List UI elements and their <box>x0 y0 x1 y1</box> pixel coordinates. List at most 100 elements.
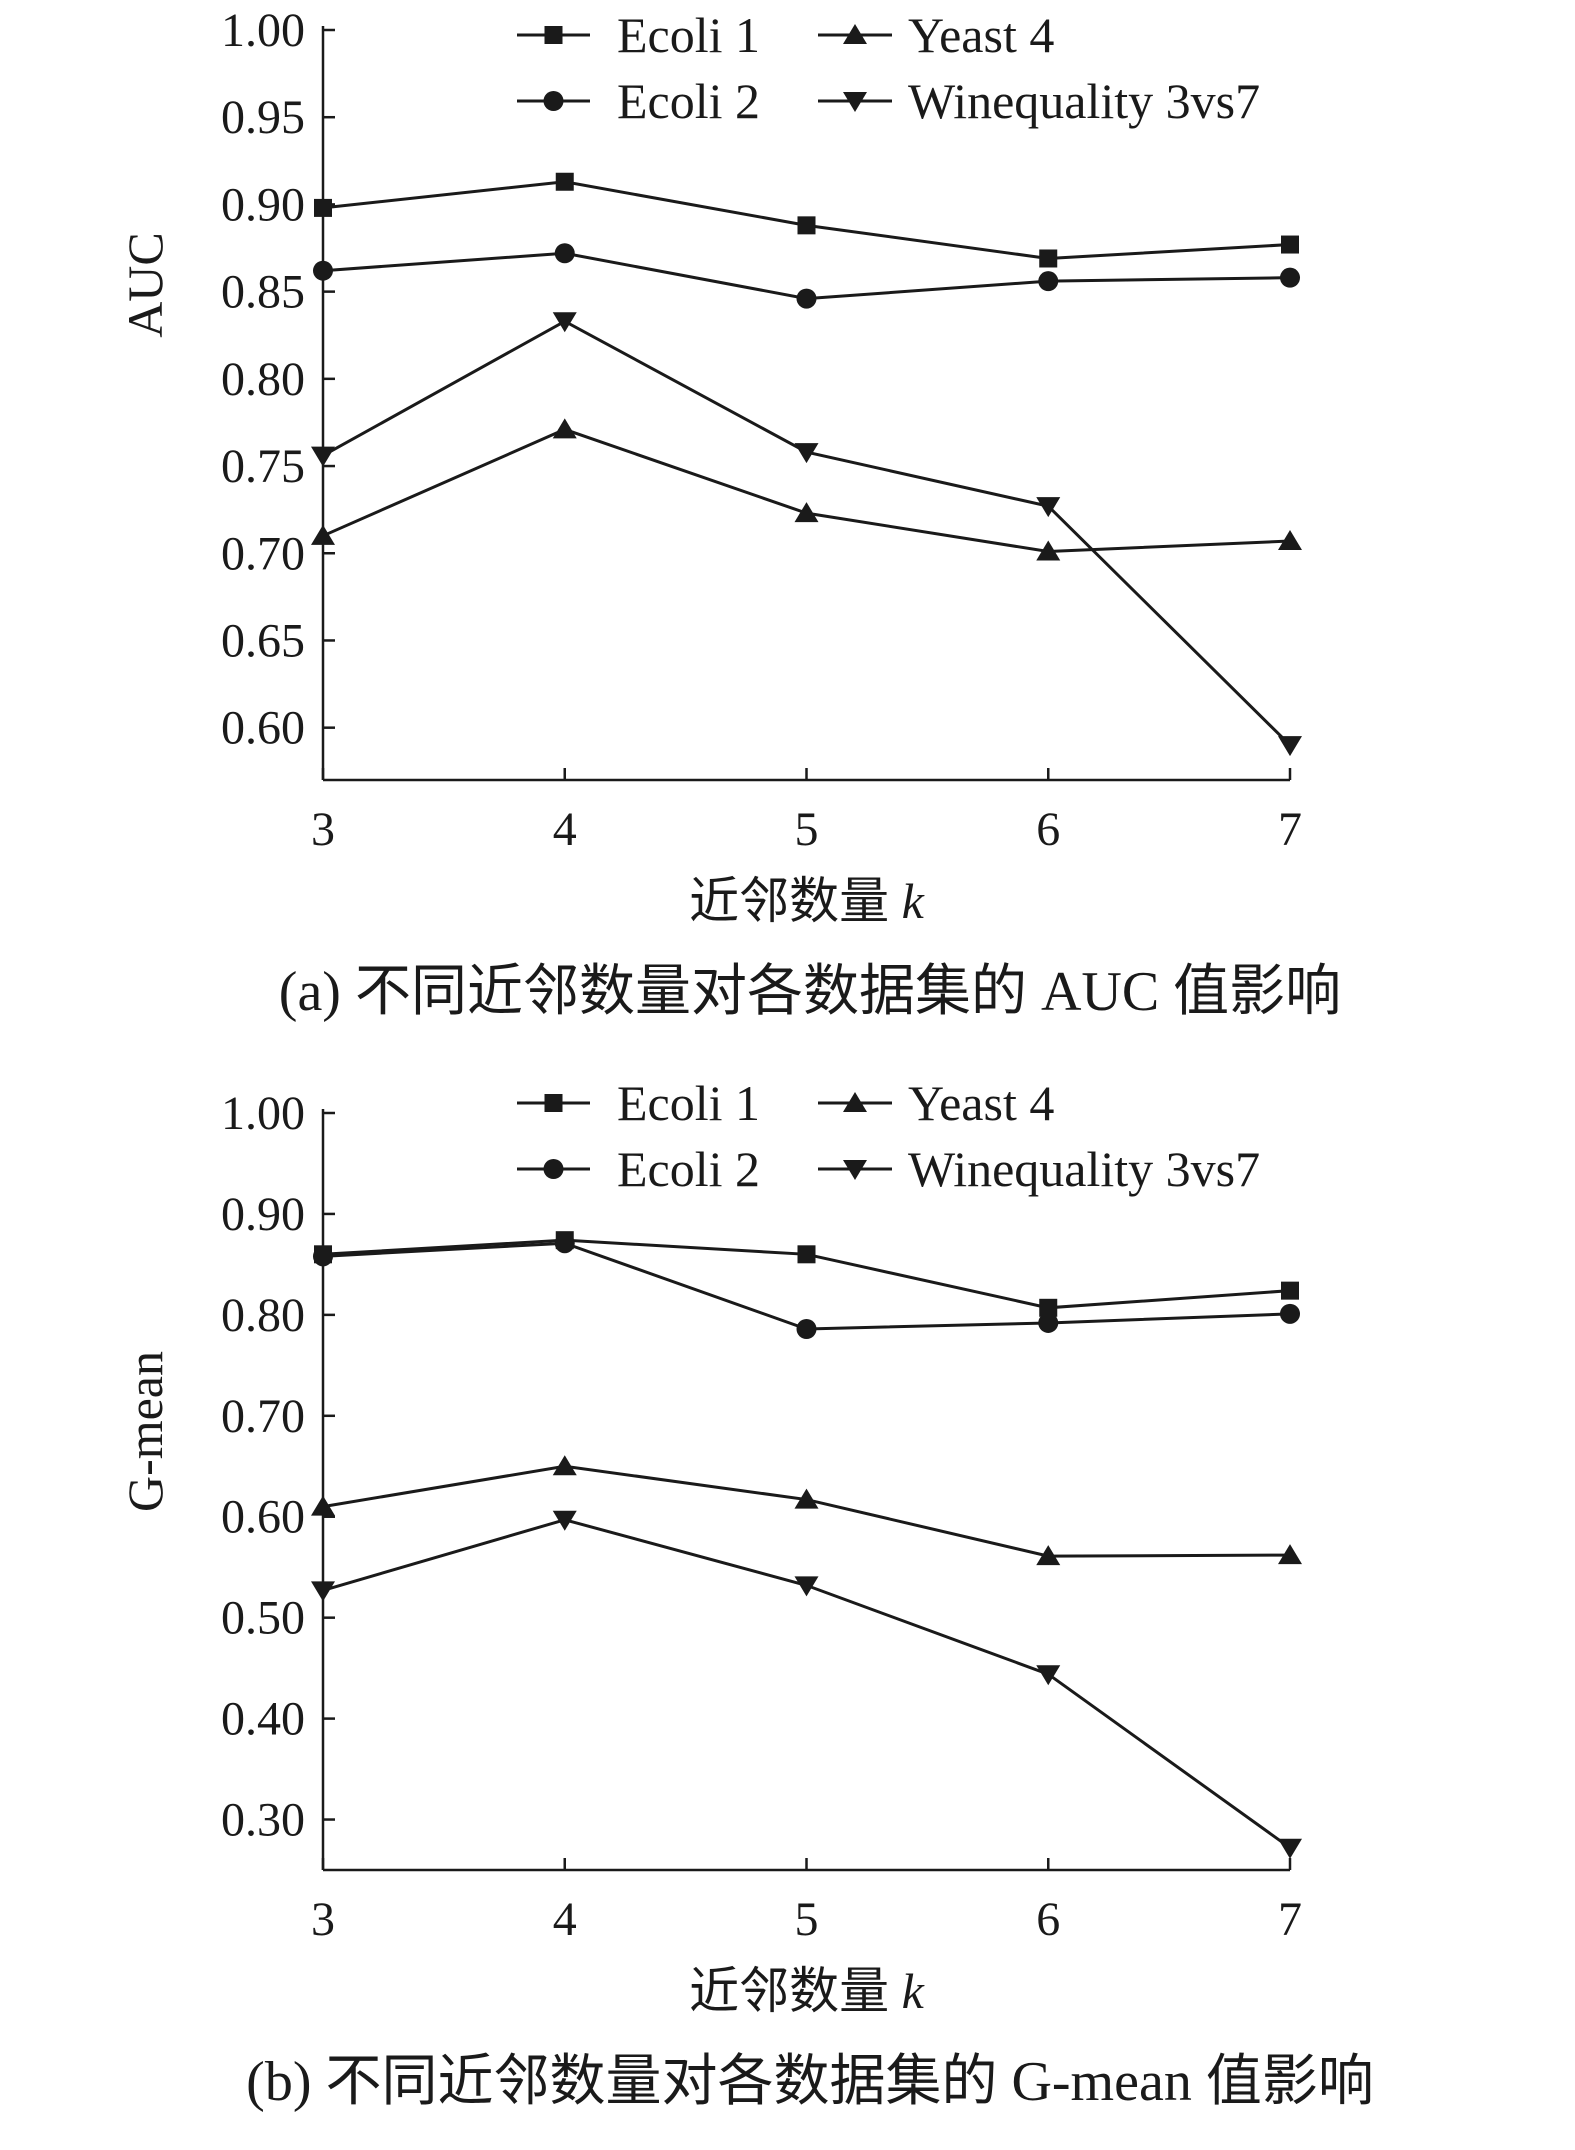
figure-caption: (a) 不同近邻数量对各数据集的 AUC 值影响 <box>279 961 1341 1023</box>
legend-label: Ecoli 2 <box>617 1141 760 1197</box>
legend-item: Winequality 3vs7 <box>818 73 1260 129</box>
x-axis-title-text: 近邻数量 <box>689 1963 902 2019</box>
legend-label: Yeast 4 <box>908 1075 1054 1131</box>
y-tick-label: 0.60 <box>221 1491 305 1544</box>
data-point <box>1039 249 1058 268</box>
data-point <box>1278 736 1302 757</box>
data-point <box>314 198 332 217</box>
data-point <box>1038 1312 1059 1333</box>
series-line <box>322 1518 1291 1850</box>
data-point <box>1280 1303 1300 1324</box>
legend: Ecoli 1 Ecoli 2 Yeast 4 Winequality 3vs7 <box>517 1075 1260 1197</box>
y-tick-label: 0.40 <box>221 1693 305 1746</box>
data-point <box>313 260 333 281</box>
x-tick-label: 4 <box>553 803 577 856</box>
data-point <box>311 1495 335 1516</box>
legend-label: Ecoli 2 <box>617 73 760 129</box>
legend-marker <box>544 1094 563 1112</box>
y-tick-label: 0.50 <box>221 1592 305 1645</box>
data-point <box>1278 1544 1302 1565</box>
x-tick-label: 3 <box>311 803 335 856</box>
x-tick-label: 7 <box>1278 1893 1302 1946</box>
data-point <box>1036 540 1061 561</box>
legend: Ecoli 1 Ecoli 2 Yeast 4 Winequality 3vs7 <box>517 7 1260 129</box>
data-point <box>797 1245 816 1264</box>
legend-item: Winequality 3vs7 <box>818 1141 1260 1197</box>
x-axis-title: 近邻数量 k <box>689 1963 925 2019</box>
y-axis-title: G-mean <box>117 1351 173 1512</box>
x-tick-label: 5 <box>795 803 819 856</box>
legend-item: Ecoli 2 <box>517 1141 760 1197</box>
data-point <box>552 1455 577 1476</box>
series-line <box>322 319 1292 747</box>
y-tick-label: 0.85 <box>221 266 305 319</box>
legend-item: Yeast 4 <box>818 7 1054 63</box>
legend-label: Winequality 3vs7 <box>908 1141 1260 1197</box>
series-line <box>322 1464 1291 1558</box>
data-point <box>311 524 335 545</box>
data-point <box>1278 1838 1302 1859</box>
series-ecoli-1 <box>314 1231 1299 1317</box>
data-point <box>554 1233 575 1254</box>
data-point <box>796 1318 817 1339</box>
data-point <box>311 1581 335 1602</box>
data-point <box>794 1576 819 1597</box>
data-point <box>1036 1545 1061 1566</box>
data-point <box>1281 235 1299 254</box>
y-tick-label: 1.00 <box>221 4 305 57</box>
data-point <box>794 502 819 523</box>
x-tick-label: 7 <box>1278 803 1302 856</box>
figure-caption: (b) 不同近邻数量对各数据集的 G-mean 值影响 <box>246 2051 1374 2113</box>
y-tick-label: 0.65 <box>221 614 305 667</box>
data-point <box>1039 1298 1058 1317</box>
legend-marker <box>544 26 563 44</box>
data-point <box>794 1488 819 1509</box>
y-tick-label: 0.90 <box>221 178 305 231</box>
x-axis-title: 近邻数量 k <box>689 873 925 929</box>
series-yeast-4 <box>311 1455 1302 1566</box>
legend-label: Yeast 4 <box>908 7 1054 63</box>
legend-label: Ecoli 1 <box>617 1075 760 1131</box>
data-point <box>1281 1281 1299 1300</box>
legend-marker <box>843 92 867 112</box>
x-tick-label: 5 <box>795 1893 819 1946</box>
data-point <box>313 1246 333 1267</box>
legend-marker <box>843 24 867 44</box>
legend-marker <box>843 1160 867 1180</box>
y-tick-label: 0.30 <box>221 1794 305 1847</box>
data-point <box>1278 530 1302 551</box>
data-point <box>794 443 819 464</box>
legend-marker <box>543 91 564 111</box>
data-point <box>552 418 577 439</box>
data-point <box>1036 1665 1061 1686</box>
legend-label: Ecoli 1 <box>617 7 760 63</box>
x-tick-label: 3 <box>311 1893 335 1946</box>
legend-item: Ecoli 1 <box>517 1075 760 1131</box>
data-point <box>555 172 574 191</box>
x-tick-label: 6 <box>1036 1893 1060 1946</box>
y-tick-label: 1.00 <box>221 1087 305 1140</box>
series-winequality-3vs7 <box>311 1510 1302 1859</box>
legend-item: Ecoli 2 <box>517 73 760 129</box>
series-ecoli-2 <box>313 243 1300 309</box>
y-tick-label: 0.75 <box>221 440 305 493</box>
x-axis-title-text: 近邻数量 <box>689 873 902 929</box>
series-ecoli-2 <box>313 1233 1300 1339</box>
x-axis-title-variable: k <box>902 873 925 929</box>
legend-marker <box>843 1092 867 1112</box>
series-winequality-3vs7 <box>311 312 1302 757</box>
y-tick-label: 0.90 <box>221 1188 305 1241</box>
x-tick-label: 6 <box>1036 803 1060 856</box>
data-point <box>311 446 335 467</box>
x-tick-label: 4 <box>553 1893 577 1946</box>
legend-item: Ecoli 1 <box>517 7 760 63</box>
legend-label: Winequality 3vs7 <box>908 73 1260 129</box>
y-tick-label: 0.95 <box>221 91 305 144</box>
series-yeast-4 <box>311 418 1302 561</box>
y-tick-label: 0.70 <box>221 527 305 580</box>
y-tick-label: 0.80 <box>221 353 305 406</box>
series-ecoli-1 <box>314 172 1299 268</box>
y-tick-label: 0.60 <box>221 702 305 755</box>
y-tick-label: 0.70 <box>221 1390 305 1443</box>
